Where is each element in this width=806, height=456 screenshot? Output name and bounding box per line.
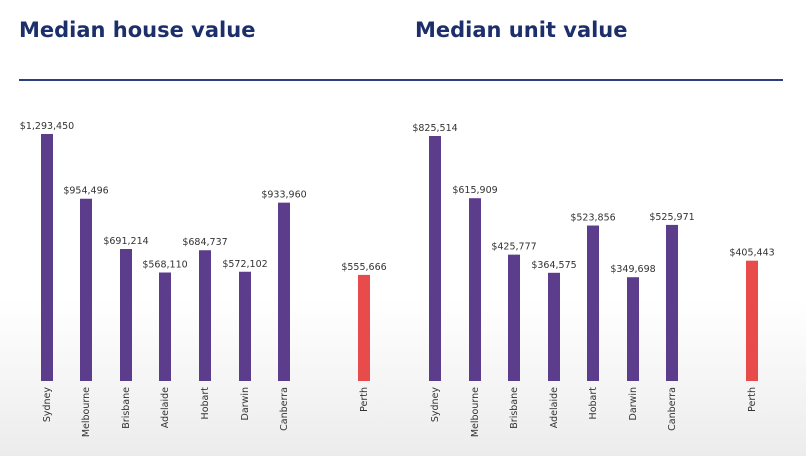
house-category-label-brisbane: Brisbane	[121, 387, 132, 429]
unit-category-label-adelaide: Adelaide	[549, 387, 560, 428]
house-value-label-sydney: $1,293,450	[20, 121, 74, 132]
unit-category-label-darwin: Darwin	[628, 387, 639, 420]
unit-value-label-canberra: $525,971	[649, 212, 694, 223]
house-bar-adelaide	[159, 272, 171, 381]
house-value-label-darwin: $572,102	[222, 259, 267, 270]
house-bar-darwin	[239, 271, 251, 381]
house-bar-perth	[358, 274, 370, 381]
unit-bar-hobart	[587, 225, 599, 381]
unit-value-label-darwin: $349,698	[610, 264, 655, 275]
house-value-label-brisbane: $691,214	[103, 236, 148, 247]
house-bar-canberra	[278, 202, 290, 381]
house-category-label-perth: Perth	[359, 387, 370, 412]
house-value-label-perth: $555,666	[341, 262, 386, 273]
house-value-label-hobart: $684,737	[182, 237, 227, 248]
house-bar-hobart	[199, 250, 211, 381]
unit-bar-perth	[746, 260, 758, 381]
unit-category-label-brisbane: Brisbane	[509, 387, 520, 429]
unit-bar-canberra	[666, 224, 678, 381]
house-value-label-canberra: $933,960	[261, 190, 306, 201]
house-bar-brisbane	[120, 249, 132, 381]
unit-category-label-hobart: Hobart	[588, 387, 599, 420]
unit-value-label-adelaide: $364,575	[531, 260, 576, 271]
unit-category-label-melbourne: Melbourne	[470, 387, 481, 437]
unit-value-label-perth: $405,443	[729, 248, 774, 259]
house-value-label-melbourne: $954,496	[63, 186, 108, 197]
unit-bar-darwin	[627, 277, 639, 381]
house-bar-sydney	[41, 134, 53, 381]
unit-chart-title: Median unit value	[415, 18, 628, 42]
unit-bar-brisbane	[508, 254, 520, 381]
house-chart-title: Median house value	[19, 18, 256, 42]
house-category-label-canberra: Canberra	[279, 387, 290, 431]
house-category-label-melbourne: Melbourne	[81, 387, 92, 437]
unit-category-label-perth: Perth	[747, 387, 758, 412]
unit-value-label-sydney: $825,514	[412, 123, 457, 134]
unit-value-label-melbourne: $615,909	[452, 185, 497, 196]
title-divider	[19, 79, 783, 81]
house-category-label-sydney: Sydney	[42, 387, 53, 423]
house-bar-melbourne	[80, 198, 92, 381]
unit-value-label-brisbane: $425,777	[491, 242, 536, 253]
house-value-label-adelaide: $568,110	[142, 260, 187, 271]
unit-bar-adelaide	[548, 272, 560, 381]
unit-bar-melbourne	[469, 198, 481, 381]
house-category-label-darwin: Darwin	[240, 387, 251, 420]
house-category-label-hobart: Hobart	[200, 387, 211, 420]
unit-bar-sydney	[429, 136, 441, 381]
unit-category-label-canberra: Canberra	[667, 387, 678, 431]
unit-category-label-sydney: Sydney	[430, 387, 441, 423]
house-category-label-adelaide: Adelaide	[160, 387, 171, 428]
unit-value-label-hobart: $523,856	[570, 213, 615, 224]
